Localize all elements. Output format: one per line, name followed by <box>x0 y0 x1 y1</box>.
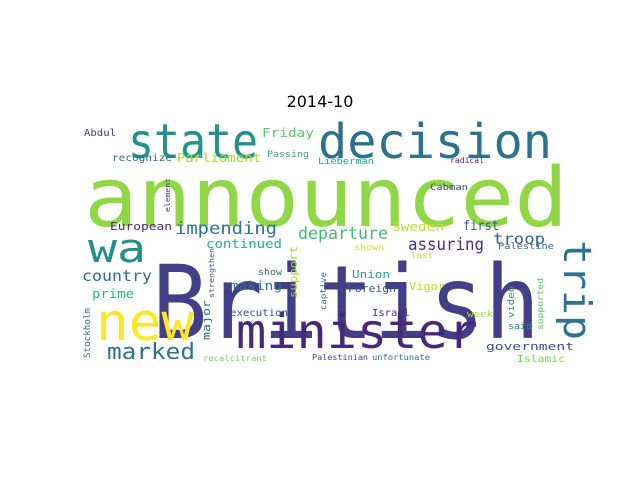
word-government: government <box>486 340 574 353</box>
word-israel: Israel <box>372 308 410 319</box>
word-trip: trip <box>555 240 599 340</box>
word-troop: troop <box>493 230 545 248</box>
word-union: Union <box>352 268 390 281</box>
word-announced: announced <box>84 151 568 246</box>
word-captive: captive <box>319 272 328 310</box>
word-islamic: Islamic <box>517 354 565 365</box>
word-last: last <box>411 251 433 260</box>
word-state: state <box>128 114 258 170</box>
word-marked: marked <box>107 340 195 365</box>
word-show: show <box>258 268 283 278</box>
word-video: video <box>507 286 517 318</box>
word-palestine: Palestine <box>498 242 554 252</box>
word-impending: impending <box>175 219 277 239</box>
word-abdul: Abdul <box>84 128 116 139</box>
word-stockholm: Stockholm <box>83 308 93 358</box>
word-european: European <box>110 220 172 233</box>
word-making: making <box>230 279 282 293</box>
word-departure: departure <box>298 224 388 244</box>
word-radical: radical <box>450 156 484 165</box>
word-first: first <box>463 219 499 234</box>
word-week: week <box>467 310 494 320</box>
word-parliament: Parliament <box>177 151 261 165</box>
word-cabman: Cabman <box>430 183 468 193</box>
word-said: said <box>508 322 532 332</box>
word-foreign: Foreign <box>348 282 396 295</box>
word-passing: Passing <box>267 150 309 160</box>
word-strengthen: strengthen <box>208 248 216 298</box>
word-wa: wa <box>88 226 146 272</box>
word-supported: supported <box>536 278 545 330</box>
word-minister: minister <box>236 304 478 360</box>
word-new: new <box>96 293 195 353</box>
word-decision: decision <box>318 114 552 170</box>
word-recognize: recognize <box>112 153 172 164</box>
word-element: element <box>164 178 172 212</box>
word-major: major <box>200 300 213 340</box>
word-british: British <box>152 244 540 363</box>
word-friday: Friday <box>262 126 314 140</box>
word-vigor: Vigor <box>409 280 445 293</box>
word-country: country <box>82 267 152 285</box>
word-recalcitrant: recalcitrant <box>203 354 267 363</box>
word-cloud-background <box>80 120 560 360</box>
word-execution: execution <box>230 308 288 319</box>
word-sweden: Sweden <box>392 220 444 234</box>
figure-title: 2014-10 <box>286 92 354 111</box>
word-continued: continued <box>206 237 282 251</box>
word-shown: shown <box>354 243 384 252</box>
word-support: support <box>287 246 300 298</box>
word-unfortunate: unfortunate <box>372 353 430 362</box>
word-palestinian: Palestinian <box>312 353 368 362</box>
word-assuring: assuring <box>408 235 484 255</box>
word-lieberman: Lieberman <box>318 157 374 167</box>
word-prime: prime <box>92 287 134 301</box>
